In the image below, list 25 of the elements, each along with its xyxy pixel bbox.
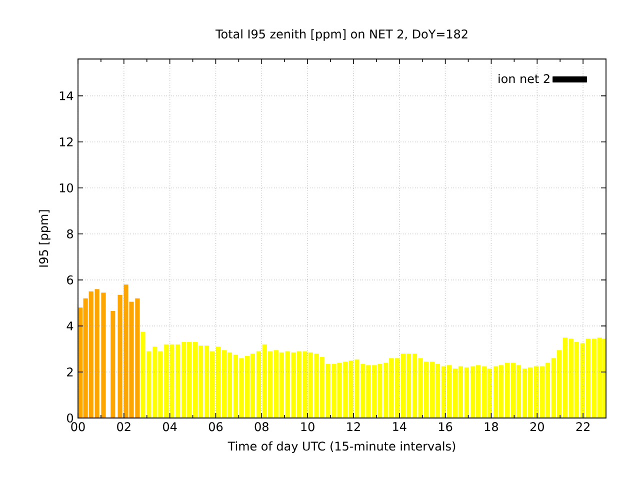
y-tick-label: 0 — [66, 413, 74, 423]
bar — [110, 310, 116, 418]
x-tick-label: 06 — [208, 422, 223, 432]
y-tick-label: 10 — [60, 183, 74, 192]
y-tick-label: 2 — [67, 368, 73, 376]
x-tick-label: 20 — [530, 422, 544, 432]
x-tick-label: 12 — [347, 422, 360, 432]
x-tick-label: 04 — [163, 422, 177, 432]
y-tick-label: 12 — [60, 137, 73, 146]
x-tick-label: 02 — [117, 422, 130, 432]
x-axis-title: Time of day UTC (15-minute intervals) — [228, 441, 456, 453]
x-tick-label: 16 — [439, 422, 452, 432]
y-tick-label: 14 — [60, 91, 74, 100]
x-tick-label: 08 — [254, 422, 268, 432]
y-axis-title: I95 [ppm] — [38, 210, 50, 267]
y-tick-label: 4 — [66, 322, 74, 330]
text: ion net 2 — [498, 74, 550, 84]
x-tick-label: 22 — [576, 422, 590, 432]
x-tick-label: 18 — [484, 422, 498, 432]
x-tick-label: 00 — [71, 422, 85, 432]
x-tick-label: 10 — [301, 422, 314, 432]
chart-title: Total I95 zenith [ppm] on NET 2, DoY=182 — [215, 29, 468, 41]
y-tick-label: 6 — [67, 275, 74, 284]
x-tick-label: 14 — [393, 422, 406, 431]
y-tick-label: 8 — [67, 229, 73, 238]
